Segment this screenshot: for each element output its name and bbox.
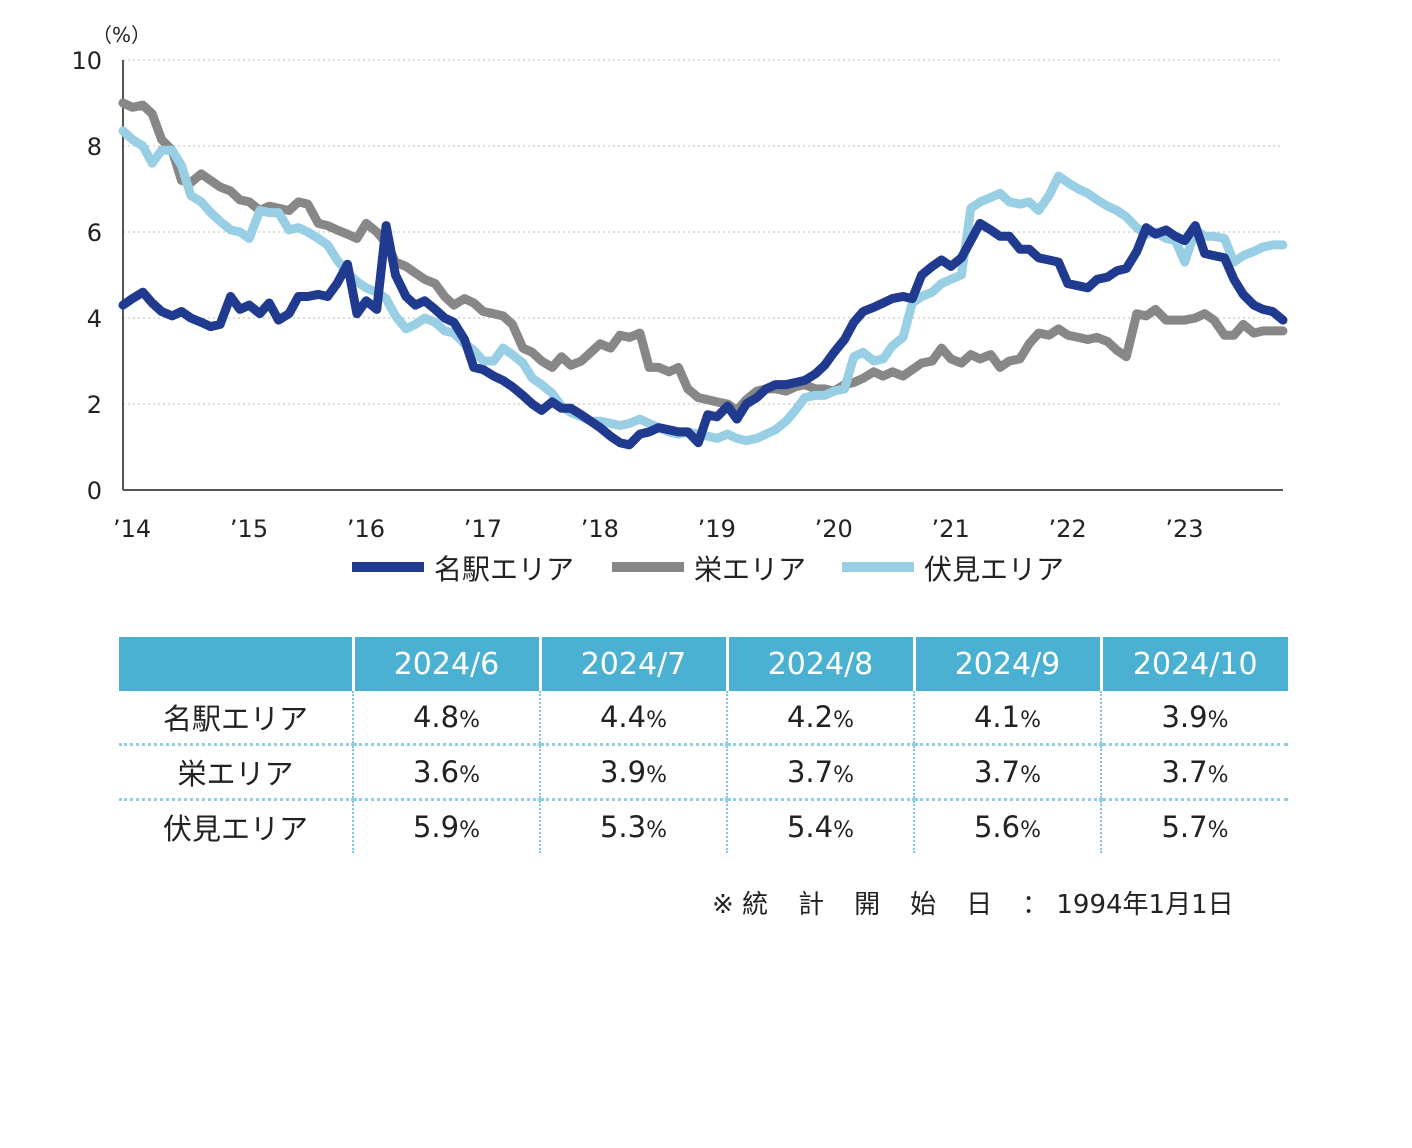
table-row: 栄エリア 3.6% 3.9% 3.7% 3.7% 3.7% xyxy=(119,743,1288,800)
table-header-blank xyxy=(119,637,353,691)
y-tick-label: 8 xyxy=(87,133,102,161)
legend-label: 名駅エリア xyxy=(434,553,574,586)
y-tick-label: 2 xyxy=(87,391,102,419)
cell-percent-sign: % xyxy=(646,708,668,733)
table-cell: 4.2% xyxy=(726,691,914,745)
table-header-month: 2024/8 xyxy=(725,637,914,691)
cell-value: 5.6 xyxy=(973,810,1021,844)
x-tick-label: ’21 xyxy=(932,515,970,543)
x-tick-label: ’18 xyxy=(581,515,619,543)
cell-percent-sign: % xyxy=(459,763,481,788)
cell-value: 4.8 xyxy=(412,700,460,734)
cell-percent-sign: % xyxy=(1207,818,1229,843)
cell-value: 3.7 xyxy=(973,755,1021,789)
cell-value: 5.3 xyxy=(599,810,647,844)
cell-value: 4.2 xyxy=(786,700,834,734)
table-cell: 5.9% xyxy=(352,798,540,853)
table-cell: 4.1% xyxy=(913,691,1101,745)
cell-percent-sign: % xyxy=(833,818,855,843)
cell-percent-sign: % xyxy=(459,708,481,733)
table-row-label: 伏見エリア xyxy=(119,798,353,853)
x-tick-label: ’14 xyxy=(113,515,151,543)
x-tick-label: ’15 xyxy=(230,515,268,543)
x-tick-label: ’16 xyxy=(347,515,385,543)
table-row: 名駅エリア 4.8% 4.4% 4.2% 4.1% 3.9% xyxy=(119,691,1288,745)
x-tick-label: ’19 xyxy=(698,515,736,543)
y-tick-label: 10 xyxy=(71,47,102,75)
cell-value: 4.4 xyxy=(599,700,647,734)
cell-percent-sign: % xyxy=(833,708,855,733)
series-line xyxy=(118,98,1288,415)
table-cell: 3.9% xyxy=(1100,691,1288,745)
grid-lines xyxy=(123,59,1283,405)
table-header-row: 2024/6 2024/7 2024/8 2024/9 2024/10 xyxy=(119,637,1288,691)
statistics-start-note: ※ 統計開始日： 1994年1月1日 xyxy=(712,884,1234,921)
note-label: 統計開始日 xyxy=(742,890,1023,920)
table-row-label: 名駅エリア xyxy=(162,702,308,736)
x-tick-label: ’23 xyxy=(1165,515,1203,543)
cell-percent-sign: % xyxy=(1207,708,1229,733)
x-tick-label: ’22 xyxy=(1048,515,1086,543)
y-tick-label: 4 xyxy=(87,305,102,333)
y-tick-label: 6 xyxy=(87,219,102,247)
cell-value: 5.4 xyxy=(786,810,834,844)
y-tick-labels: 0 2 4 6 8 10 xyxy=(71,47,102,505)
cell-value: 3.6 xyxy=(412,755,460,789)
table-header-month: 2024/10 xyxy=(1099,637,1288,691)
y-tick-label: 0 xyxy=(87,477,102,505)
table-cell: 5.6% xyxy=(913,798,1101,853)
table-cell: 5.7% xyxy=(1100,798,1288,853)
cell-value: 3.9 xyxy=(1161,700,1208,734)
table-header-month: 2024/7 xyxy=(538,637,727,691)
legend-label: 栄エリア xyxy=(694,553,806,586)
cell-value: 3.7 xyxy=(786,755,834,789)
table-cell: 4.4% xyxy=(539,691,727,745)
cell-value: 3.9 xyxy=(599,755,647,789)
legend-label: 伏見エリア xyxy=(924,553,1064,586)
note-date: 1994年1月1日 xyxy=(1056,890,1234,920)
table-cell: 4.8% xyxy=(352,691,540,745)
series-line xyxy=(118,218,1288,450)
cell-percent-sign: % xyxy=(646,818,668,843)
table-cell: 3.7% xyxy=(1100,743,1288,800)
cell-value: 3.7 xyxy=(1161,755,1208,789)
table-cell: 3.7% xyxy=(726,743,914,800)
table-cell: 3.9% xyxy=(539,743,727,800)
x-tick-label: ’17 xyxy=(464,515,502,543)
table-header-month: 2024/6 xyxy=(351,637,540,691)
series-lines xyxy=(118,98,1288,450)
cell-value: 5.9 xyxy=(412,810,460,844)
cell-percent-sign: % xyxy=(646,763,668,788)
x-tick-labels: ’14 ’15 ’16 ’17 ’18 ’19 ’20 ’21 ’22 ’23 xyxy=(113,515,1204,543)
cell-percent-sign: % xyxy=(1207,763,1229,788)
x-tick-label: ’20 xyxy=(815,515,853,543)
cell-percent-sign: % xyxy=(1020,818,1042,843)
table-header-month: 2024/9 xyxy=(912,637,1101,691)
table-cell: 3.7% xyxy=(913,743,1101,800)
legend: 名駅エリア 栄エリア 伏見エリア xyxy=(352,553,1064,586)
y-unit-label: （%） xyxy=(92,23,151,47)
cell-percent-sign: % xyxy=(1020,708,1042,733)
table-row-label: 栄エリア xyxy=(119,743,353,800)
cell-value: 4.1 xyxy=(973,700,1021,734)
table-cell: 3.6% xyxy=(352,743,540,800)
table-cell: 5.3% xyxy=(539,798,727,853)
table-row: 伏見エリア 5.9% 5.3% 5.4% 5.6% 5.7% xyxy=(119,798,1288,853)
vacancy-rate-table: 2024/6 2024/7 2024/8 2024/9 2024/10 名駅エリ… xyxy=(119,637,1288,853)
note-separator: ： xyxy=(1022,890,1049,920)
cell-percent-sign: % xyxy=(459,818,481,843)
cell-percent-sign: % xyxy=(833,763,855,788)
table-cell: 5.4% xyxy=(726,798,914,853)
cell-value: 5.7 xyxy=(1161,810,1208,844)
cell-percent-sign: % xyxy=(1020,763,1042,788)
note-prefix: ※ xyxy=(712,890,734,920)
